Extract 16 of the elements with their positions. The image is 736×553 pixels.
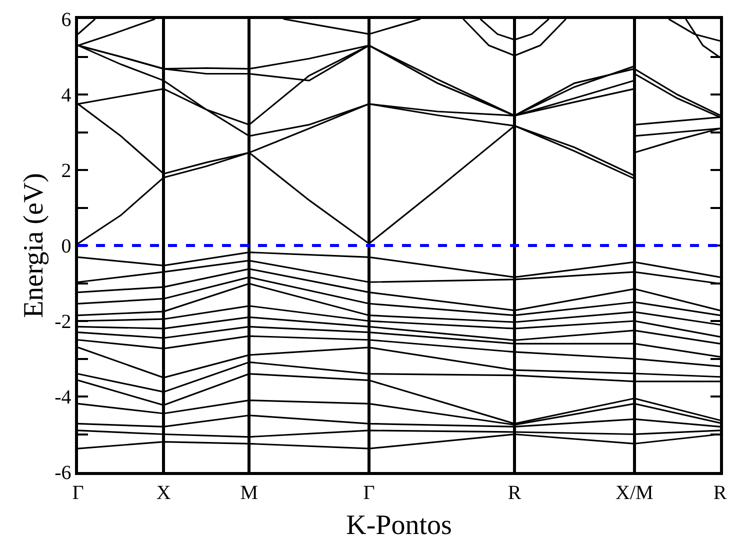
y-tick-label: 2 [61, 160, 72, 182]
x-tick-label: Γ [72, 482, 84, 504]
y-tick-label: 4 [61, 84, 72, 106]
x-tick-label: X [156, 482, 172, 504]
x-tick-label: R [713, 482, 728, 504]
x-tick-label: M [240, 482, 258, 504]
x-axis-title: K-Pontos [346, 510, 452, 541]
x-tick-label: R [508, 482, 522, 504]
y-tick-label: 0 [61, 236, 72, 258]
x-tick-label: X/M [616, 482, 654, 504]
y-tick-label: -6 [54, 462, 72, 484]
y-axis-title: Energia (eV) [18, 173, 50, 318]
y-tick-label: -2 [54, 311, 72, 333]
y-tick-label: 6 [61, 9, 72, 31]
y-tick-label: -4 [54, 386, 72, 408]
x-tick-label: Γ [363, 482, 375, 504]
